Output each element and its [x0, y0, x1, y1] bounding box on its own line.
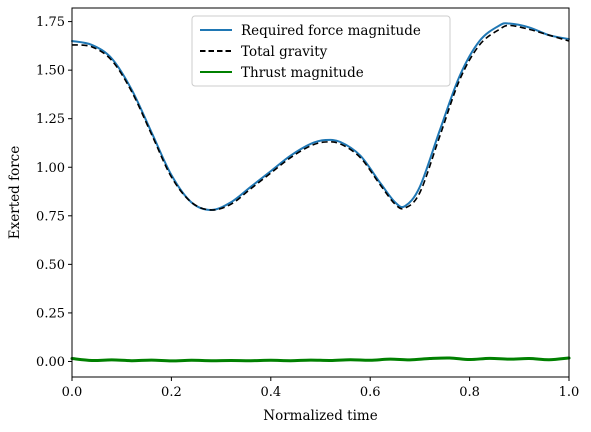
legend-label-required-force: Required force magnitude: [241, 23, 421, 39]
x-axis-label: Normalized time: [263, 408, 377, 424]
y-tick-label: 1.75: [36, 15, 65, 30]
y-tick-label: 1.00: [36, 161, 65, 176]
y-tick-label: 0.25: [36, 306, 65, 321]
y-tick-label: 0.50: [36, 258, 65, 273]
x-tick-label: 0.6: [360, 385, 381, 400]
x-tick-label: 0.0: [62, 385, 83, 400]
legend: Required force magnitude Total gravity T…: [191, 15, 451, 87]
y-axis-ticks: 0.00 0.25 0.50 0.75 1.00 1.25 1.50 1.75: [36, 15, 72, 370]
legend-label-total-gravity: Total gravity: [241, 44, 328, 60]
series-total-gravity-line: [71, 24, 570, 211]
y-tick-label: 0.00: [36, 355, 65, 370]
plot-frame: [71, 7, 570, 378]
y-axis-label: Exerted force: [7, 146, 23, 239]
x-tick-label: 0.2: [161, 385, 182, 400]
series-thrust-line: [70, 356, 571, 363]
x-tick-label: 1.0: [559, 385, 580, 400]
legend-label-thrust: Thrust magnitude: [241, 65, 364, 81]
series-required-force-line: [71, 22, 570, 211]
x-tick-label: 0.8: [459, 385, 480, 400]
y-tick-label: 1.25: [36, 112, 65, 127]
x-tick-label: 0.4: [260, 385, 281, 400]
x-axis-ticks: 0.0 0.2 0.4 0.6 0.8 1.0: [62, 377, 580, 400]
y-tick-label: 1.50: [36, 64, 65, 79]
y-tick-label: 0.75: [36, 209, 65, 224]
series-layer: [70, 22, 571, 363]
legend-box: [191, 15, 451, 87]
